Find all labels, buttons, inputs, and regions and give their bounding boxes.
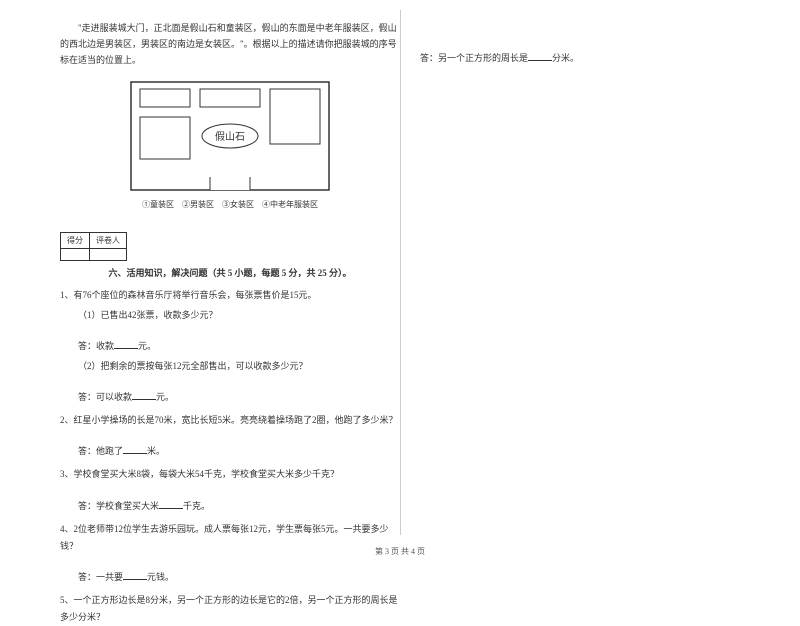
right-column: 答：另一个正方形的周长是 分米。 — [420, 20, 760, 67]
question-3: 3、学校食堂买大米8袋，每袋大米54千克，学校食堂买大米多少千克？ — [60, 466, 400, 483]
section-header-row: 得分 评卷人 — [60, 222, 400, 261]
ans-suffix: 元。 — [138, 341, 156, 351]
column-divider — [400, 10, 401, 535]
ans-suffix: 千克。 — [183, 501, 210, 511]
reviewer-label: 评卷人 — [90, 232, 127, 248]
ans-prefix: 答：他跑了 — [78, 446, 123, 456]
rock-label: 假山石 — [215, 130, 245, 143]
blank-field[interactable] — [159, 499, 183, 509]
blank-field[interactable] — [114, 339, 138, 349]
question-4-answer: 答：一共要 元钱。 — [60, 569, 400, 586]
ans-suffix: 元钱。 — [147, 572, 174, 582]
question-2: 2、红星小学操场的长是70米，宽比长短5米。亮亮绕着操场跑了2圈，他跑了多少米？ — [60, 412, 400, 429]
ans-prefix: 答：另一个正方形的周长是 — [420, 53, 528, 63]
diagram-legend: ①童装区 ②男装区 ③女装区 ④中老年服装区 — [130, 199, 330, 210]
blank-field[interactable] — [132, 390, 156, 400]
ans-prefix: 答：收款 — [78, 341, 114, 351]
ans-prefix: 答：可以收款 — [78, 392, 132, 402]
reviewer-cell — [90, 248, 127, 260]
question-1-answer1: 答：收款 元。 — [60, 338, 400, 355]
ans-suffix: 米。 — [147, 446, 165, 456]
question-1-sub1: （1）已售出42张票，收款多少元？ — [60, 307, 400, 324]
intro-paragraph: "走进服装城大门，正北面是假山石和童装区，假山的东面是中老年服装区，假山的西北边… — [60, 20, 400, 69]
question-1-answer2: 答：可以收款 元。 — [60, 389, 400, 406]
ans-prefix: 答：学校食堂买大米 — [78, 501, 159, 511]
question-1: 1、有76个座位的森林音乐厅将举行音乐会，每张票售价是15元。 — [60, 287, 400, 304]
score-table: 得分 评卷人 — [60, 232, 127, 261]
blank-field[interactable] — [123, 570, 147, 580]
ans-suffix: 元。 — [156, 392, 174, 402]
score-cell — [61, 248, 90, 260]
question-1-sub2: （2）把剩余的票按每张12元全部售出，可以收款多少元？ — [60, 358, 400, 375]
question-3-answer: 答：学校食堂买大米 千克。 — [60, 498, 400, 515]
section6-title: 六、活用知识，解决问题（共 5 小题，每题 5 分，共 25 分）。 — [60, 265, 400, 281]
clothing-mall-diagram: 假山石 ①童装区 ②男装区 ③女装区 ④中老年服装区 — [130, 81, 330, 210]
blank-field[interactable] — [528, 51, 552, 61]
ans-prefix: 答：一共要 — [78, 572, 123, 582]
page-footer: 第 3 页 共 4 页 — [0, 546, 800, 557]
blank-field[interactable] — [123, 444, 147, 454]
left-column: "走进服装城大门，正北面是假山石和童装区，假山的东面是中老年服装区，假山的西北边… — [60, 20, 400, 626]
question-2-answer: 答：他跑了 米。 — [60, 443, 400, 460]
ans-suffix: 分米。 — [552, 53, 579, 63]
question-5: 5、一个正方形边长是8分米，另一个正方形的边长是它的2倍，另一个正方形的周长是多… — [60, 592, 400, 626]
question-5-answer: 答：另一个正方形的周长是 分米。 — [420, 50, 760, 67]
score-label: 得分 — [61, 232, 90, 248]
